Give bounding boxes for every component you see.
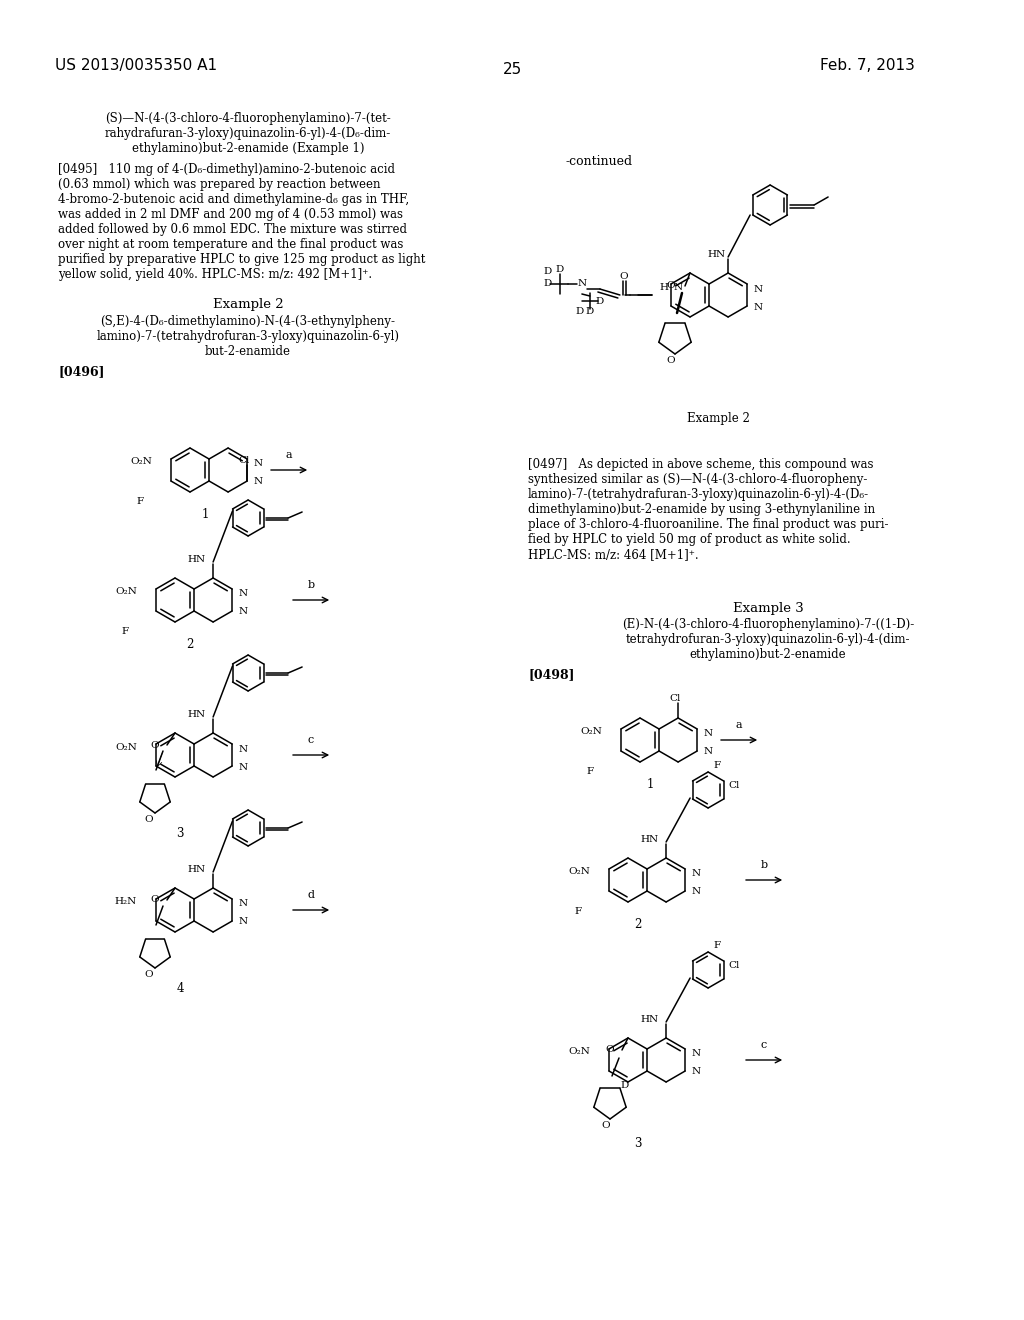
Text: US 2013/0035350 A1: US 2013/0035350 A1: [55, 58, 217, 73]
Text: Cl: Cl: [728, 780, 739, 789]
Text: N: N: [253, 459, 262, 469]
Text: O₂N: O₂N: [130, 458, 152, 466]
Text: 1: 1: [646, 777, 653, 791]
Text: 4: 4: [176, 982, 183, 995]
Text: F: F: [137, 498, 144, 507]
Text: [0497]   As depicted in above scheme, this compound was
synthesized similar as (: [0497] As depicted in above scheme, this…: [528, 458, 889, 561]
Text: (S,E)-4-(D₆-dimethylamino)-N-(4-(3-ethynylpheny-
lamino)-7-(tetrahydrofuran-3-yl: (S,E)-4-(D₆-dimethylamino)-N-(4-(3-ethyn…: [96, 315, 399, 358]
Text: Feb. 7, 2013: Feb. 7, 2013: [820, 58, 914, 73]
Text: N: N: [691, 1068, 700, 1077]
Text: N: N: [703, 747, 713, 756]
Text: N: N: [253, 478, 262, 487]
Text: b: b: [307, 579, 314, 590]
Text: N: N: [239, 917, 247, 927]
Text: N: N: [239, 607, 247, 616]
Text: D: D: [620, 1081, 629, 1090]
Text: O₂N: O₂N: [568, 1048, 590, 1056]
Text: N: N: [753, 285, 762, 293]
Text: D: D: [586, 306, 594, 315]
Text: 3: 3: [634, 1137, 642, 1150]
Text: d: d: [307, 890, 314, 900]
Text: a: a: [736, 719, 742, 730]
Text: [0498]: [0498]: [528, 668, 574, 681]
Text: HN: HN: [187, 710, 205, 719]
Text: HN: HN: [187, 865, 205, 874]
Text: O₂N: O₂N: [580, 727, 602, 737]
Text: HN: HN: [640, 836, 658, 843]
Text: N: N: [691, 887, 700, 896]
Text: a: a: [286, 450, 293, 459]
Text: c: c: [308, 735, 314, 744]
Text: D: D: [544, 280, 552, 289]
Text: N: N: [691, 870, 700, 879]
Text: F: F: [713, 762, 720, 770]
Text: N: N: [753, 302, 762, 312]
Text: O: O: [620, 272, 628, 281]
Text: 2: 2: [186, 638, 194, 651]
Text: N: N: [691, 1049, 700, 1059]
Text: N: N: [578, 280, 587, 289]
Text: N: N: [703, 730, 713, 738]
Text: D: D: [544, 268, 552, 276]
Text: Example 2: Example 2: [687, 412, 750, 425]
Text: O₂N: O₂N: [568, 867, 590, 876]
Text: Cl: Cl: [670, 694, 681, 704]
Text: (S)—N-(4-(3-chloro-4-fluorophenylamino)-7-(tet-
rahydrafuran-3-yloxy)quinazolin-: (S)—N-(4-(3-chloro-4-fluorophenylamino)-…: [104, 112, 391, 154]
Text: HN: HN: [707, 249, 725, 259]
Text: N: N: [239, 899, 247, 908]
Text: c: c: [761, 1040, 767, 1049]
Text: F: F: [122, 627, 129, 636]
Text: O: O: [144, 814, 154, 824]
Text: (E)-N-(4-(3-chloro-4-fluorophenylamino)-7-((1-D)-
tetrahydrofuran-3-yloxy)quinaz: (E)-N-(4-(3-chloro-4-fluorophenylamino)-…: [622, 618, 914, 661]
Text: O: O: [151, 741, 159, 750]
Text: H: H: [659, 282, 669, 292]
Text: O: O: [605, 1045, 614, 1055]
Text: 25: 25: [503, 62, 521, 77]
Text: Cl: Cl: [728, 961, 739, 969]
Text: O: O: [151, 895, 159, 904]
Text: 1: 1: [202, 508, 209, 521]
Text: b: b: [761, 861, 768, 870]
Text: [0496]: [0496]: [58, 366, 104, 378]
Text: F: F: [713, 941, 720, 950]
Text: Example 3: Example 3: [732, 602, 804, 615]
Text: N: N: [239, 763, 247, 771]
Text: Example 2: Example 2: [213, 298, 284, 312]
Text: D: D: [556, 265, 564, 275]
Text: N: N: [674, 282, 683, 292]
Text: H₂N: H₂N: [115, 898, 137, 907]
Text: D: D: [575, 306, 584, 315]
Text: F: F: [587, 767, 594, 776]
Text: N: N: [239, 590, 247, 598]
Text: O₂N: O₂N: [115, 742, 137, 751]
Text: HN: HN: [640, 1015, 658, 1024]
Text: 2: 2: [634, 917, 642, 931]
Text: O: O: [144, 970, 154, 979]
Text: O: O: [602, 1121, 610, 1130]
Text: 3: 3: [176, 828, 183, 840]
Text: O: O: [667, 281, 675, 290]
Text: F: F: [574, 908, 582, 916]
Text: O: O: [667, 356, 675, 366]
Text: [0495]   110 mg of 4-(D₆-dimethyl)amino-2-butenoic acid
(0.63 mmol) which was pr: [0495] 110 mg of 4-(D₆-dimethyl)amino-2-…: [58, 162, 425, 281]
Text: HN: HN: [187, 554, 205, 564]
Text: Cl: Cl: [239, 455, 250, 465]
Text: N: N: [239, 744, 247, 754]
Text: O₂N: O₂N: [115, 587, 137, 597]
Text: D: D: [596, 297, 604, 305]
Text: -continued: -continued: [565, 154, 632, 168]
